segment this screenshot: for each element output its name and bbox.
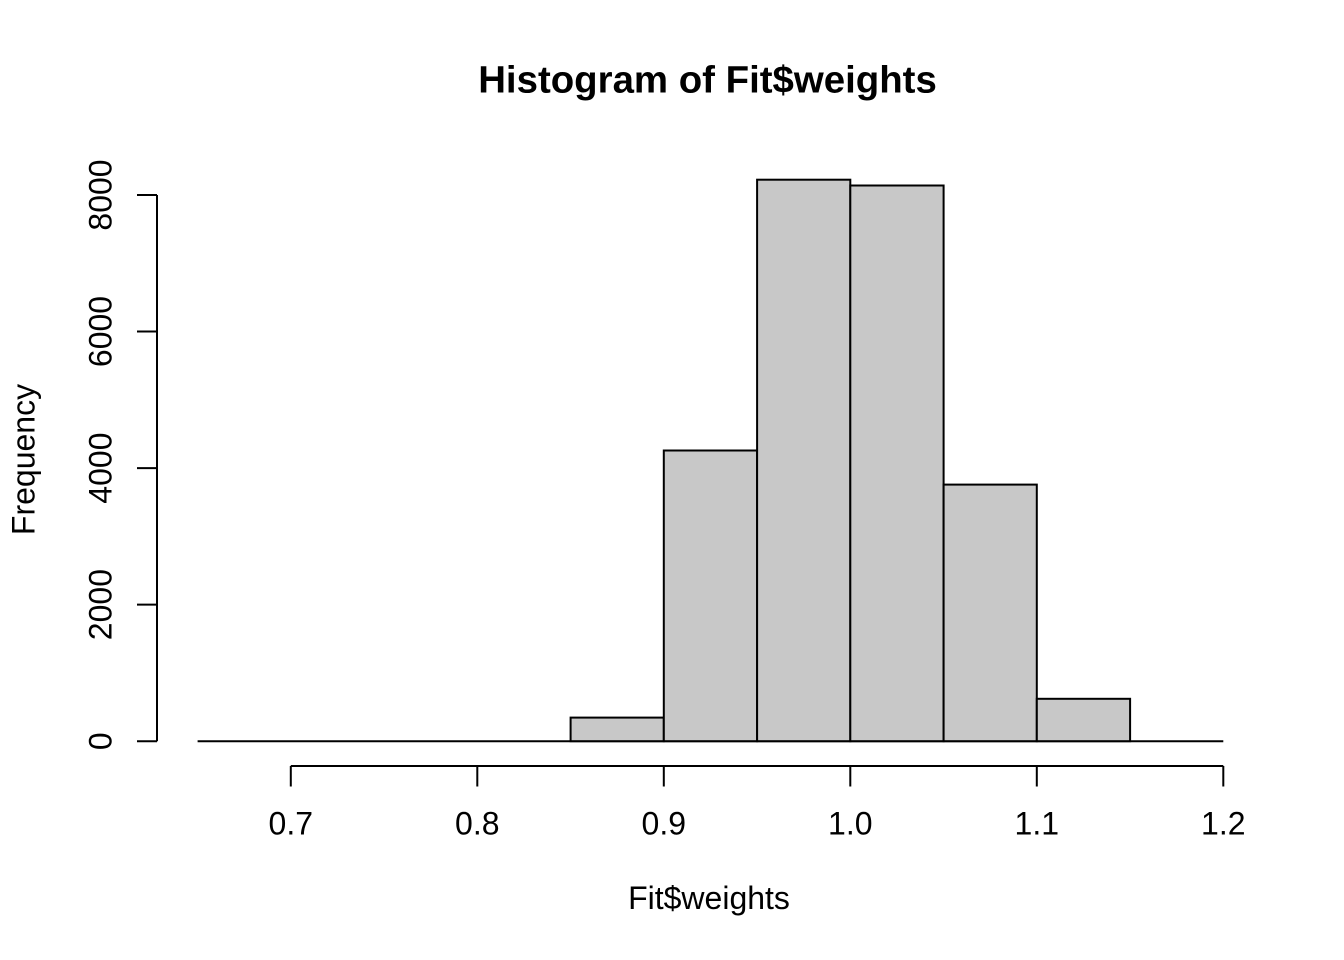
svg-text:Frequency: Frequency [6,384,42,535]
svg-text:8000: 8000 [83,159,119,230]
svg-text:0.8: 0.8 [455,806,499,842]
svg-text:1.0: 1.0 [828,806,872,842]
svg-text:Histogram of Fit$weights: Histogram of Fit$weights [478,59,937,102]
svg-text:0: 0 [83,732,119,750]
svg-text:0.7: 0.7 [269,806,313,842]
svg-text:1.2: 1.2 [1201,806,1245,842]
svg-text:6000: 6000 [83,296,119,367]
svg-text:0.9: 0.9 [642,806,686,842]
svg-text:2000: 2000 [83,569,119,640]
svg-text:Fit$weights: Fit$weights [628,880,790,916]
svg-text:1.1: 1.1 [1015,806,1059,842]
svg-text:4000: 4000 [83,433,119,504]
